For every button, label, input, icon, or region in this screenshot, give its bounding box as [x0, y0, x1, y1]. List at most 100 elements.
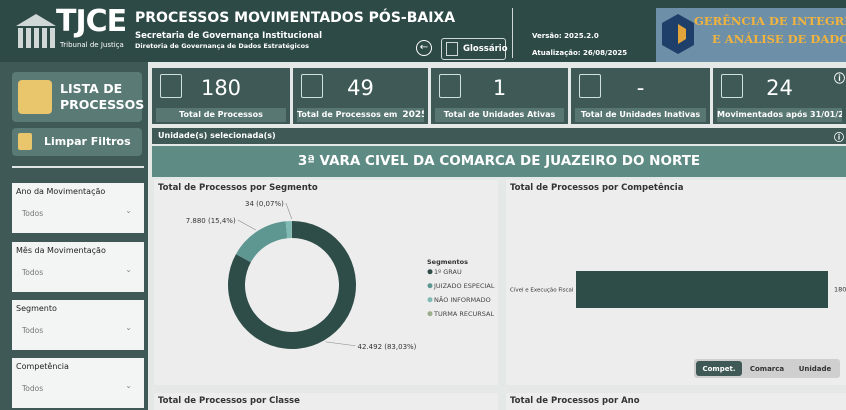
kpi-icon [439, 74, 461, 98]
panel-title: Total de Processos por Ano [510, 396, 640, 406]
kpi-value: 24 [766, 76, 793, 100]
divider [12, 166, 144, 168]
filter[interactable]: Ano da Movimentação Todos ⌄ [12, 183, 144, 233]
legend-marker [427, 283, 433, 289]
kpi-value: 49 [347, 76, 374, 100]
filter-value: Todos [22, 326, 44, 335]
year-panel: Total de Processos por Ano [506, 393, 846, 410]
toggle-label[interactable]: Compet. [702, 365, 735, 373]
donut-chart: 42.492 (83,03%) 7.880 (15,4%) 34 (0,07%) Se… [186, 200, 495, 351]
kpi-value: 180 [200, 76, 242, 100]
kpi-label: Total de Processos [156, 108, 286, 122]
logo-subtitle: Tribunal de Justiça [60, 41, 124, 49]
kpi-icon [579, 74, 601, 98]
legend-marker [427, 269, 433, 275]
selection-bar [152, 128, 846, 144]
list-label: PROCESSOS [60, 97, 145, 112]
kpi-label-text: Total de Processos [179, 110, 263, 119]
clear-label: Limpar Filtros [44, 135, 131, 148]
data-label: 42.492 (83,03%) [358, 343, 417, 351]
updated: Atualização: 26/08/2025 [532, 49, 628, 57]
kpi-label-text: Movimentados após 31/01/25 [717, 110, 842, 119]
filter-chevron: ⌄ [125, 381, 132, 390]
filter-label: Mês da Movimentação [16, 246, 106, 255]
filter-chevron: ⌄ [125, 206, 132, 215]
filter[interactable]: Segmento Todos ⌄ [12, 300, 144, 350]
brand-line2: E ANÁLISE DE DADOS [712, 32, 846, 46]
kpi-year: 2025 [402, 110, 424, 120]
data-label: 180 [834, 286, 846, 294]
filter-value: Todos [22, 384, 44, 393]
kpi-label-text: Total de Unidades Ativas [443, 110, 556, 119]
panel-title: Total de Processos por Classe [158, 396, 300, 406]
data-label: 34 (0,07%) [245, 200, 284, 208]
filter-chevron: ⌄ [125, 323, 132, 332]
kpi-icon [721, 74, 743, 98]
clear-icon [18, 133, 32, 150]
kpi-label-text: Total de Processos em [297, 110, 398, 119]
category-label: Cível e Execução Fiscal [510, 287, 574, 294]
donut-slice [285, 221, 292, 239]
filter[interactable]: Competência Todos ⌄ [12, 358, 144, 408]
kpi-card: 24 Movimentados após 31/01/25 [713, 68, 846, 124]
legend-marker [427, 297, 433, 303]
filter[interactable]: Mês da Movimentação Todos ⌄ [12, 242, 144, 292]
filter-label: Competência [16, 362, 69, 371]
kpi-label: Movimentados após 31/01/25 [717, 108, 842, 122]
leader-line [325, 341, 356, 347]
logo-icon [16, 14, 56, 48]
kpi-label-text: Total de Unidades Inativas [580, 110, 701, 119]
brand-icon [662, 14, 694, 54]
donut-slice [235, 221, 288, 263]
competence-panel: Total de Processos por Competência Cível… [506, 180, 846, 385]
bar [576, 271, 828, 308]
back-button[interactable]: ← [416, 40, 432, 56]
panel-title: Total de Processos por Segmento [158, 183, 318, 193]
org: Secretaria de Governança Institucional [135, 31, 323, 41]
brand-line1: GERÊNCIA DE INTEGRIDAD [694, 14, 846, 28]
kpi-label: Total de Unidades Ativas [435, 108, 564, 122]
clear-button[interactable] [12, 128, 142, 156]
filter-label: Ano da Movimentação [16, 187, 106, 196]
filter-label: Segmento [16, 304, 57, 313]
filter-value: Todos [22, 209, 44, 218]
leader-line [237, 219, 256, 231]
kpi-label: Total de Processos em 2025 [297, 108, 424, 122]
class-panel: Total de Processos por Classe [154, 393, 498, 410]
kpi-value: - [636, 76, 645, 100]
separator [512, 8, 513, 58]
logo: TJCE [56, 4, 127, 39]
list-icon [18, 80, 52, 114]
legend-label: JUIZADO ESPECIAL [433, 282, 495, 290]
info-icon[interactable]: ⓘ [834, 133, 844, 144]
panel-title: Total de Processos por Competência [510, 183, 684, 193]
kpi-icon [160, 74, 182, 98]
kpi-card: - Total de Unidades Inativas [571, 68, 710, 124]
kpi-value: 1 [492, 76, 507, 100]
dept: Diretoria de Governança de Dados Estraté… [135, 42, 309, 50]
legend-marker [427, 311, 433, 317]
kpi-icon [301, 74, 323, 98]
version: Versão: 2025.2.0 [532, 32, 599, 40]
legend-label: 1º GRAU [434, 268, 462, 276]
kpi-label: Total de Unidades Inativas [575, 108, 706, 122]
filter-value: Todos [22, 268, 44, 277]
leader-line [285, 202, 293, 220]
toggle-active [696, 361, 742, 376]
toggle-label[interactable]: Comarca [750, 365, 785, 373]
legend-label: TURMA RECURSAL [433, 310, 494, 318]
unit-banner: 3ª VARA CIVEL DA COMARCA DE JUAZEIRO DO … [152, 146, 846, 177]
kpi-card: 180 Total de Processos [152, 68, 290, 124]
filter-chevron: ⌄ [125, 265, 132, 274]
title: PROCESSOS MOVIMENTADOS PÓS-BAIXA [135, 10, 456, 26]
glossary-icon [446, 42, 458, 56]
bar-chart: Cível e Execução Fiscal 180 Compet. Comarca… [510, 271, 846, 378]
list-label: LISTA DE [60, 81, 123, 96]
info-icon[interactable]: ⓘ [834, 72, 845, 85]
kpi-card: 49 Total de Processos em 2025 [293, 68, 428, 124]
kpi-card: 1 Total de Unidades Ativas [431, 68, 568, 124]
toggle-label[interactable]: Unidade [799, 365, 832, 373]
selection-label: Unidade(s) selecionada(s) [158, 131, 276, 140]
glossary-button[interactable]: Glossário [441, 38, 508, 60]
